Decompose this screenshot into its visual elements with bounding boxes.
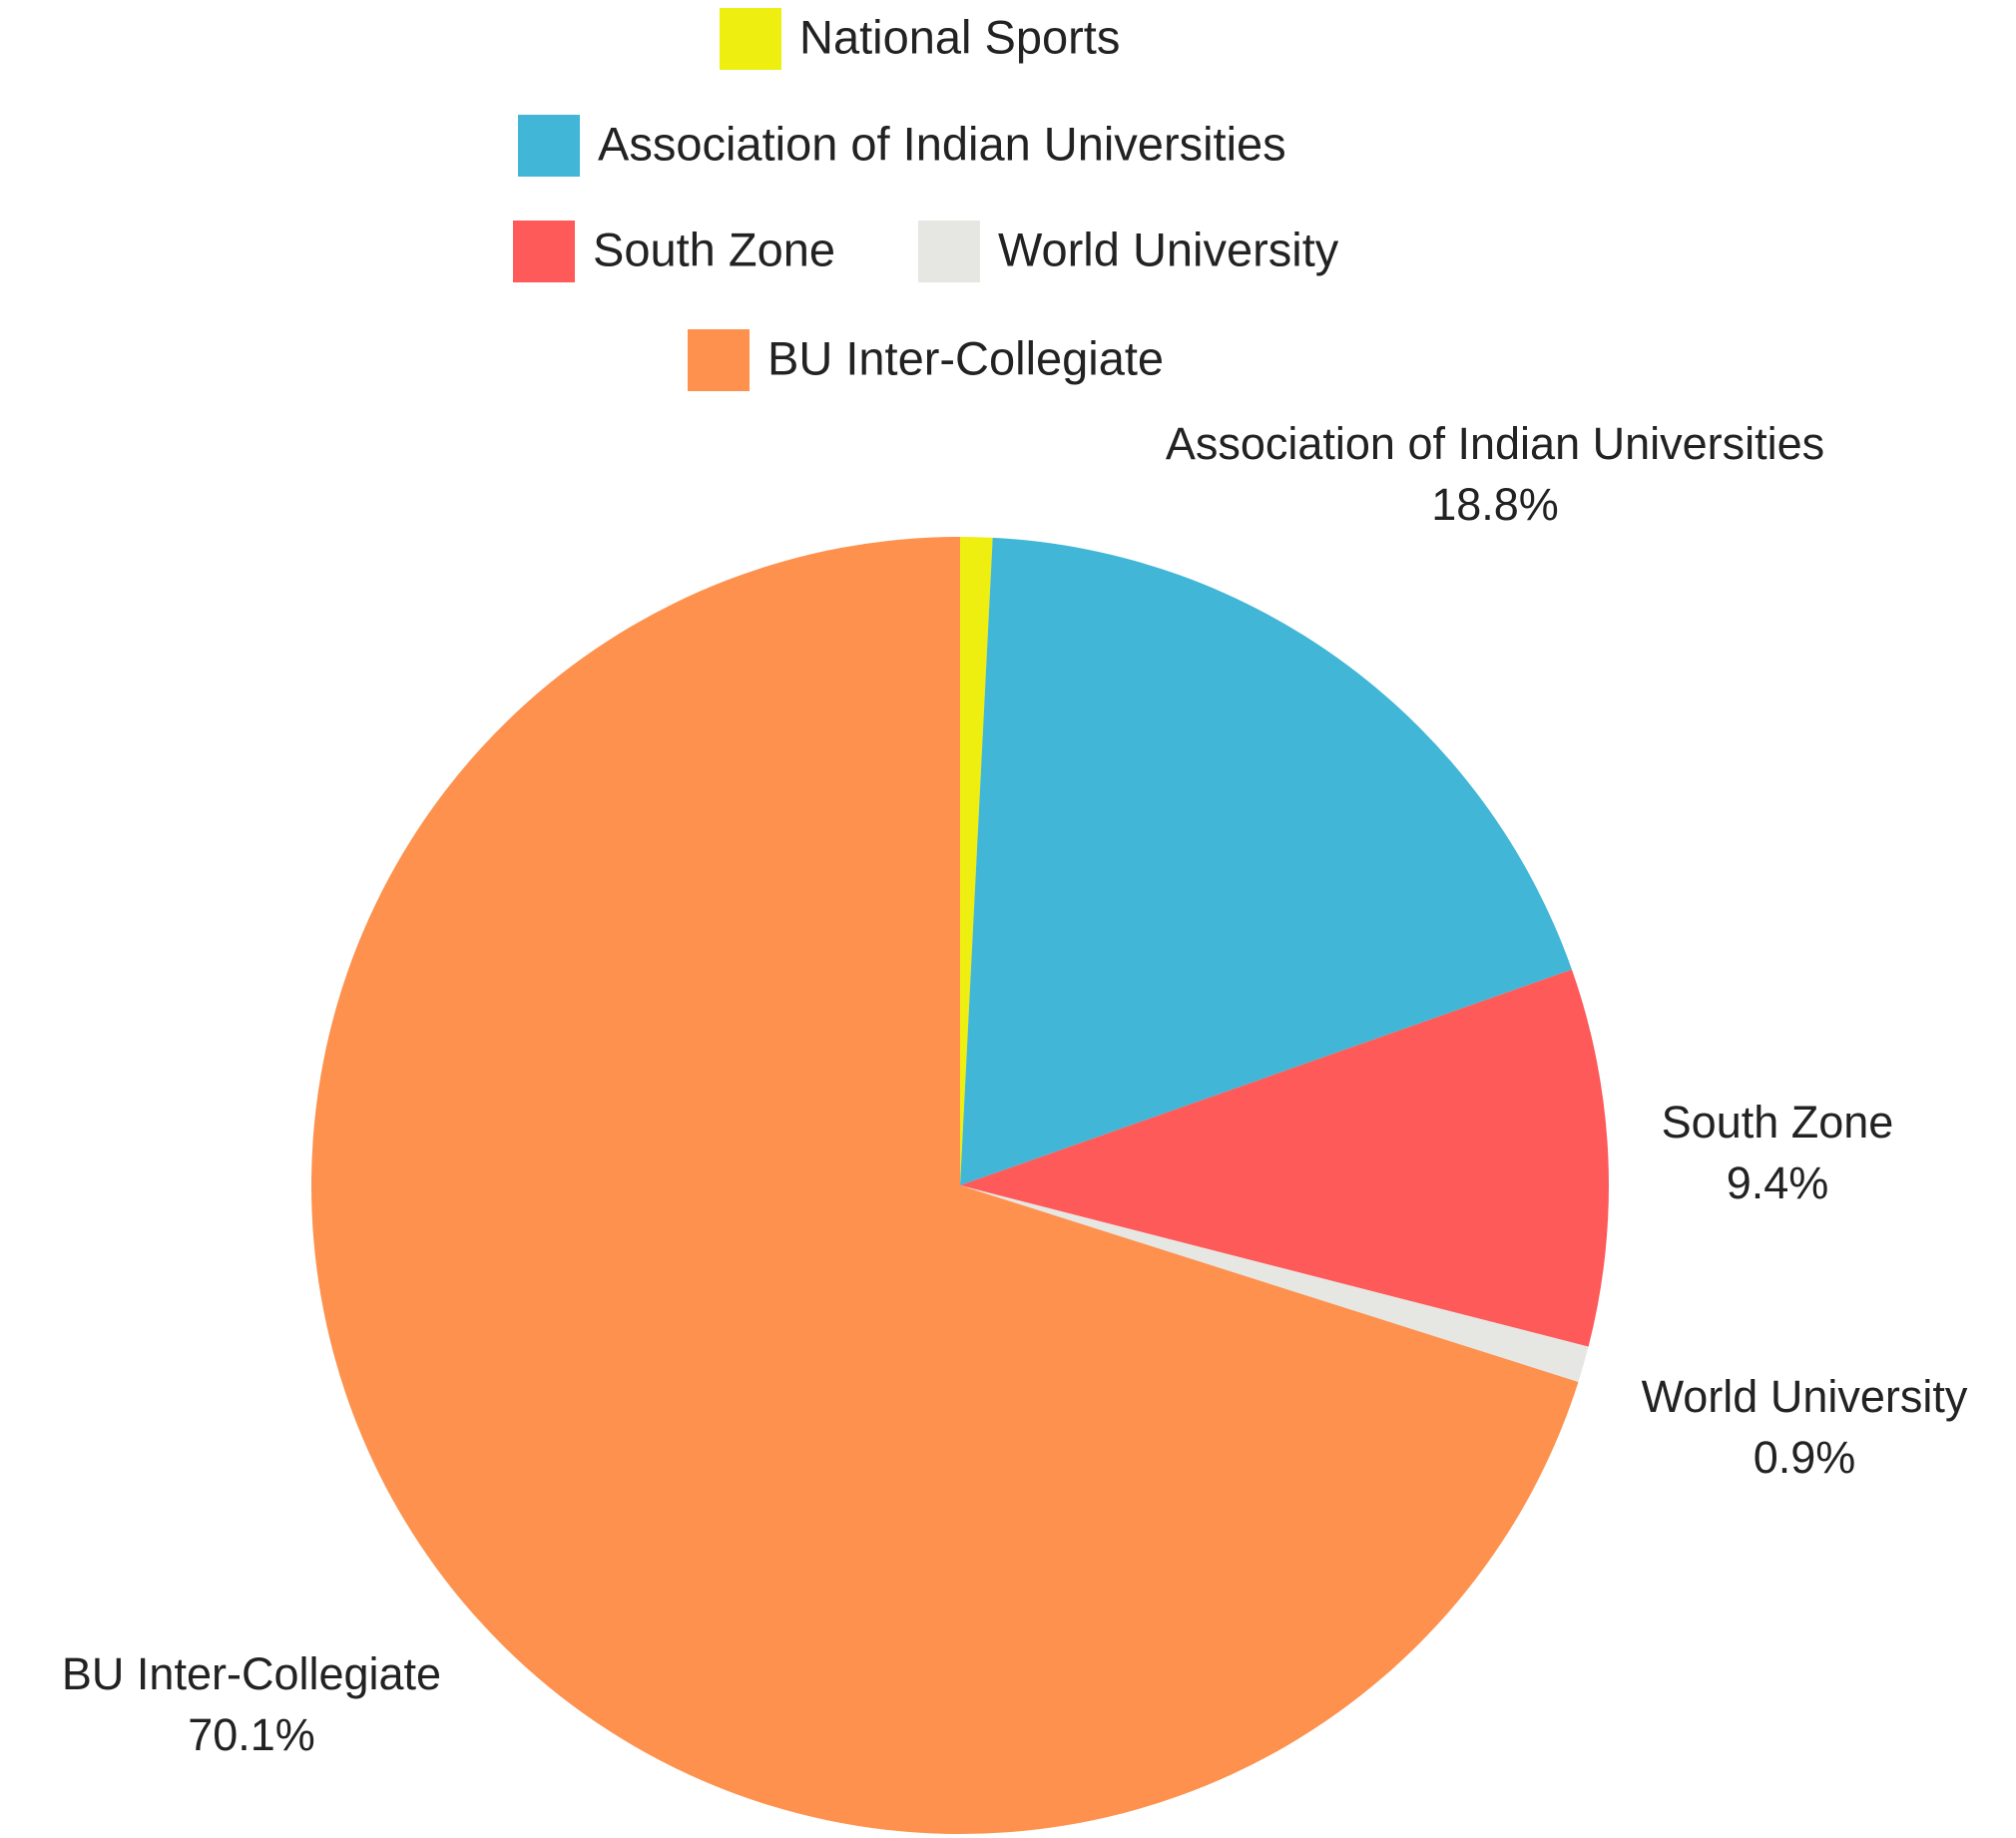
legend-label: National Sports	[799, 10, 1120, 63]
data-label-value: 70.1%	[188, 1709, 315, 1760]
legend-label: BU Inter-Collegiate	[767, 331, 1164, 384]
pie-slice	[311, 537, 1579, 1834]
legend-swatch	[518, 115, 580, 177]
data-label-name: South Zone	[1662, 1097, 1894, 1148]
data-label-value: 18.8%	[1431, 479, 1559, 530]
data-label-name: World University	[1642, 1371, 1968, 1422]
legend-label: Association of Indian Universities	[598, 117, 1286, 170]
data-label-value: 0.9%	[1754, 1432, 1856, 1483]
legend-swatch	[688, 329, 750, 391]
data-label-name: Association of Indian Universities	[1166, 418, 1824, 469]
data-label-name: BU Inter-Collegiate	[62, 1648, 441, 1699]
data-label-value: 9.4%	[1727, 1157, 1829, 1208]
pie-slice	[960, 537, 993, 1185]
pie-slice	[960, 1185, 1589, 1382]
legend-swatch	[720, 8, 781, 70]
pie-slice	[960, 969, 1609, 1347]
legend-swatch	[918, 221, 980, 282]
pie-slice	[960, 537, 1572, 1185]
legend-label: South Zone	[593, 223, 835, 275]
legend-label: World University	[998, 223, 1339, 275]
legend-swatch	[513, 221, 575, 282]
